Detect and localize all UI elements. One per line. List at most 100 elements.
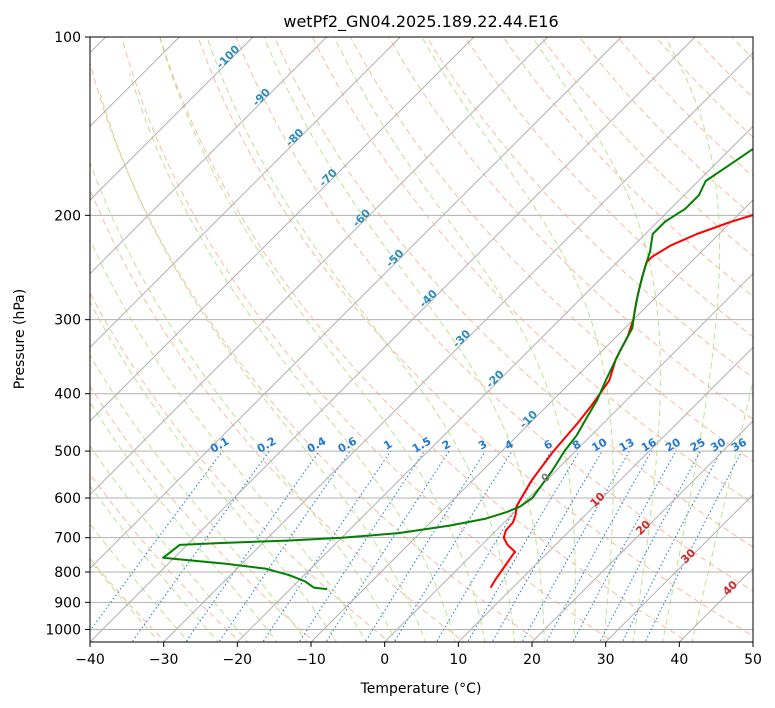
mixing-ratio-line <box>435 450 552 642</box>
isoline-label: -10 <box>517 408 540 431</box>
moist-adiabat-line <box>90 160 397 642</box>
dry-adiabat-line <box>121 37 615 642</box>
dry-adiabat-line <box>90 188 465 642</box>
y-tick-label: 100 <box>54 30 81 46</box>
isoline-label: 16 <box>639 435 659 454</box>
isoline-label: 10 <box>588 490 608 510</box>
dry-adiabat-line <box>540 37 753 257</box>
moist-adiabat-line <box>159 37 486 642</box>
y-tick-label: 800 <box>54 565 81 581</box>
moist-adiabat-line <box>333 37 576 642</box>
isotherm-line <box>90 37 328 275</box>
isoline-label: 3 <box>476 438 489 453</box>
moist-adiabat-line <box>90 444 249 642</box>
dry-adiabat-line <box>90 385 316 642</box>
isotherm-line <box>90 37 622 570</box>
isotherm-line <box>90 37 475 422</box>
isoline-label: 10 <box>589 435 609 454</box>
isoline-label: 0.6 <box>336 434 360 455</box>
isotherm-line <box>90 37 696 642</box>
moist-adiabat-line <box>691 378 753 642</box>
isotherm-line <box>90 37 549 496</box>
isoline-label: -100 <box>214 42 243 71</box>
moist-adiabat-line <box>206 37 516 642</box>
moist-adiabat-line <box>90 485 219 642</box>
isoline-label: 25 <box>688 436 708 455</box>
isoline-label: -30 <box>450 327 473 350</box>
dry-adiabat-line <box>159 37 690 642</box>
plot-frame <box>89 36 754 643</box>
isoline-label: 0.1 <box>208 435 231 456</box>
isoline-label: 2 <box>440 438 453 453</box>
isoline-label: 0.2 <box>255 435 278 456</box>
dry-adiabat-line <box>273 37 753 548</box>
x-tick-label: −30 <box>149 652 179 668</box>
mixing-ratio-line <box>393 450 513 642</box>
dry-adiabat-line <box>90 473 241 642</box>
dry-adiabat-line <box>388 37 753 420</box>
y-tick-label: 1000 <box>45 622 81 638</box>
y-tick-label: 700 <box>54 531 81 547</box>
mixing-ratio-line <box>262 450 392 642</box>
x-tick-label: −20 <box>223 652 253 668</box>
isotherm-line <box>90 37 401 349</box>
mixing-ratio-line <box>298 450 425 642</box>
x-tick-label: 40 <box>670 652 688 668</box>
dewpoint-profile-line <box>162 148 753 591</box>
chart-title: wetPf2_GN04.2025.189.22.44.E16 <box>283 12 558 32</box>
dry-adiabat-line <box>197 37 753 637</box>
x-axis-label: Temperature (°C) <box>360 681 482 697</box>
dry-adiabat-line <box>655 37 753 138</box>
dry-adiabat-line <box>311 37 753 505</box>
isoline-label: 36 <box>729 435 749 454</box>
x-tick-label: 50 <box>744 652 762 668</box>
x-tick-label: 10 <box>449 652 467 668</box>
dry-adiabat-line <box>770 37 775 644</box>
moist-adiabat-line <box>662 37 721 642</box>
isoline-label: -90 <box>250 85 273 108</box>
axis-ticks: −40 −30 −20 −10 0 10 20 30 40 50 1000 900 800 700 600 5… <box>45 30 762 668</box>
mixing-ratio-line <box>621 450 722 642</box>
isoline-label: 1.5 <box>410 435 433 456</box>
isoline-label: 30 <box>678 546 698 566</box>
isoline-label: -40 <box>417 287 440 310</box>
background-lines <box>90 37 775 644</box>
mixing-ratio-line <box>599 450 701 642</box>
data-lines <box>162 148 753 591</box>
isoline-label: 20 <box>663 435 683 454</box>
moist-adiabat-line <box>90 401 278 642</box>
isoline-label: 30 <box>708 435 728 454</box>
moist-adiabat-line <box>421 37 614 642</box>
y-axis-label: Pressure (hPa) <box>12 289 28 389</box>
isotherm-line <box>531 420 753 642</box>
x-tick-label: 0 <box>380 652 389 668</box>
isoline-label: -70 <box>317 166 340 189</box>
mixing-ratio-line <box>466 450 580 642</box>
y-tick-label: 200 <box>54 208 81 224</box>
x-tick-label: −10 <box>296 652 326 668</box>
mixing-ratio-line <box>572 450 677 642</box>
isotherm-line <box>236 125 753 642</box>
isotherm-line <box>457 346 753 642</box>
y-tick-label: 400 <box>54 387 81 403</box>
dry-adiabat-line <box>90 61 540 642</box>
mixing-ratio-line <box>644 450 743 642</box>
moist-adiabat-line <box>531 37 661 642</box>
mixing-ratio-line <box>325 450 450 642</box>
mixing-ratio-line <box>218 450 351 642</box>
y-tick-label: 300 <box>54 313 81 329</box>
y-tick-label: 500 <box>54 444 81 460</box>
isoline-label: 13 <box>617 436 637 455</box>
mixing-ratio-line <box>90 450 223 632</box>
moist-adiabat-line <box>90 523 190 642</box>
y-tick-label: 600 <box>54 491 81 507</box>
isoline-label: -80 <box>283 126 306 149</box>
x-tick-label: 20 <box>523 652 541 668</box>
isoline-label: 4 <box>503 437 516 452</box>
x-tick-label: 30 <box>597 652 615 668</box>
dry-adiabat-line <box>235 37 753 592</box>
y-tick-label: 900 <box>54 595 81 611</box>
dry-adiabat-line <box>90 291 391 642</box>
isoline-label: -20 <box>484 367 507 390</box>
isotherm-line <box>310 199 753 642</box>
